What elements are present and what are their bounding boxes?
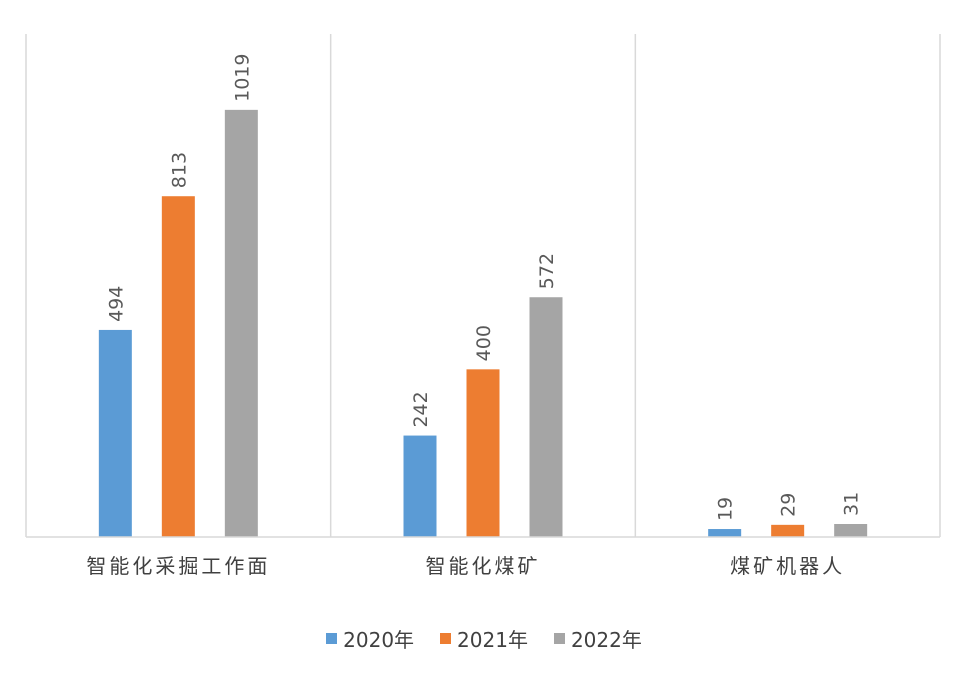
- bar: [161, 196, 195, 537]
- category-label: 智能化采掘工作面: [86, 554, 270, 578]
- category-label: 煤矿机器人: [730, 554, 845, 578]
- legend: 2020年 2021年 2022年: [0, 624, 968, 653]
- legend-item-2022: 2022年: [553, 624, 642, 653]
- bar: [771, 524, 805, 537]
- legend-swatch-2022: [553, 633, 565, 644]
- legend-label-2022: 2022年: [570, 628, 642, 652]
- data-label: 242: [410, 391, 432, 427]
- bars: [98, 109, 868, 537]
- category-separators: [25, 34, 941, 537]
- bar: [466, 369, 500, 537]
- bar: [529, 297, 563, 537]
- data-label: 31: [841, 492, 863, 516]
- bar: [98, 329, 132, 537]
- legend-swatch-2021: [440, 633, 452, 644]
- legend-item-2020: 2020年: [326, 624, 414, 653]
- category-label: 智能化煤矿: [426, 554, 541, 578]
- data-label: 29: [778, 493, 800, 517]
- bar: [403, 435, 437, 537]
- bar: [224, 109, 258, 537]
- data-label: 572: [536, 253, 558, 289]
- data-label: 494: [105, 286, 127, 322]
- bar: [834, 524, 868, 537]
- bar: [708, 529, 742, 537]
- data-labels: 494 813 1019 242 400 572 19 29 31: [105, 54, 862, 522]
- data-label: 1019: [231, 54, 253, 102]
- legend-label-2021: 2021年: [457, 628, 528, 652]
- legend-swatch-2020: [326, 633, 338, 644]
- legend-label-2020: 2020年: [343, 628, 415, 652]
- data-label: 19: [715, 497, 737, 521]
- data-label: 813: [168, 152, 190, 188]
- data-label: 400: [473, 325, 495, 361]
- category-axis-labels: 智能化采掘工作面 智能化煤矿 煤矿机器人: [86, 554, 845, 578]
- legend-item-2021: 2021年: [440, 624, 528, 653]
